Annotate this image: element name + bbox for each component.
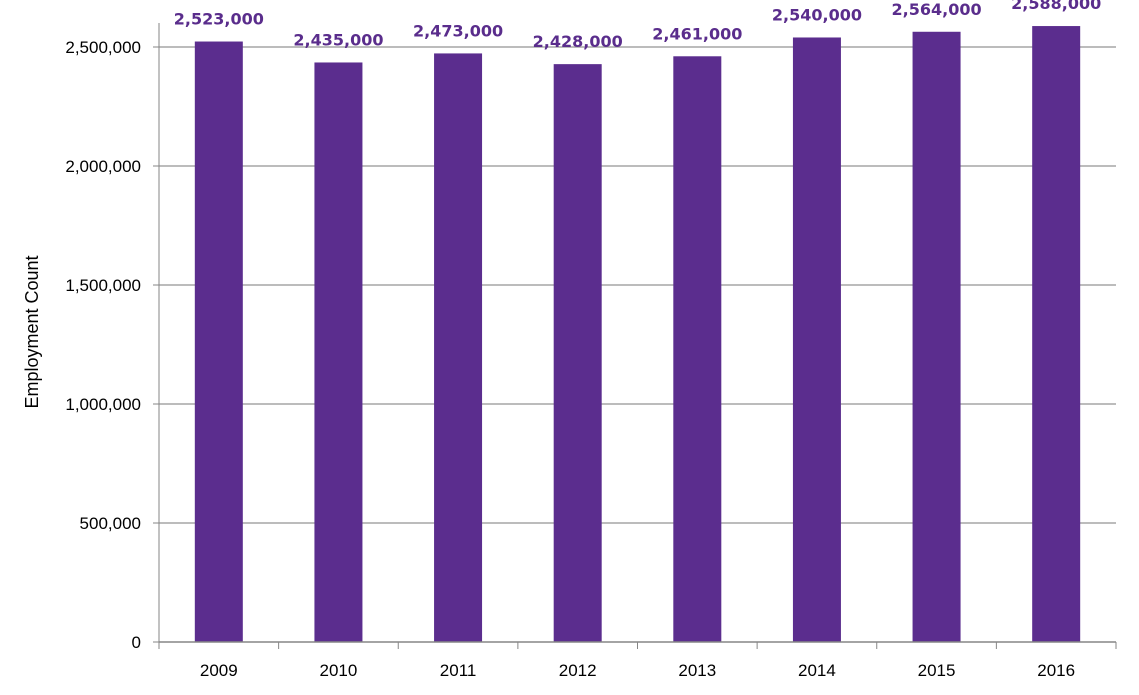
data-label: 2,564,000 xyxy=(892,0,982,19)
bar-2014 xyxy=(792,37,841,643)
x-tick-label: 2014 xyxy=(798,661,836,680)
bar-2009 xyxy=(194,41,243,642)
y-tick-label: 0 xyxy=(132,633,141,652)
bars xyxy=(194,26,1081,643)
x-tick-label: 2013 xyxy=(678,661,716,680)
y-tick-label: 1,000,000 xyxy=(65,395,141,414)
axes xyxy=(153,23,1117,649)
x-tick-label: 2016 xyxy=(1037,661,1075,680)
data-label: 2,461,000 xyxy=(652,24,742,43)
bar-2011 xyxy=(434,53,483,642)
y-tick-labels: 0 500,000 1,000,000 1,500,000 2,000,000 2,500… xyxy=(65,38,141,652)
y-tick-label: 2,500,000 xyxy=(65,38,141,57)
x-tick-label: 2012 xyxy=(559,661,597,680)
bar-2015 xyxy=(912,31,961,642)
bar-2016 xyxy=(1032,26,1081,642)
y-tick-label: 500,000 xyxy=(80,514,141,533)
gridlines xyxy=(159,46,1116,524)
data-label: 2,428,000 xyxy=(533,32,623,51)
data-label: 2,473,000 xyxy=(413,21,503,40)
y-tick-label: 1,500,000 xyxy=(65,276,141,295)
y-axis-title: Employment Count xyxy=(22,255,42,408)
x-tick-labels: 2009 2010 2011 2012 2013 2014 2015 2016 xyxy=(200,661,1075,680)
bar-2010 xyxy=(314,62,363,643)
data-label: 2,588,000 xyxy=(1011,0,1101,13)
data-labels: 2,523,000 2,435,000 2,473,000 2,428,000 2,46… xyxy=(174,0,1101,51)
bar-2012 xyxy=(553,64,602,643)
data-label: 2,540,000 xyxy=(772,5,862,24)
x-tick-label: 2015 xyxy=(918,661,956,680)
data-label: 2,523,000 xyxy=(174,10,264,29)
x-tick-label: 2010 xyxy=(320,661,358,680)
y-tick-label: 2,000,000 xyxy=(65,157,141,176)
data-label: 2,435,000 xyxy=(293,30,383,49)
x-tick-label: 2011 xyxy=(440,661,477,680)
bar-2013 xyxy=(673,56,722,643)
x-tick-label: 2009 xyxy=(200,661,238,680)
